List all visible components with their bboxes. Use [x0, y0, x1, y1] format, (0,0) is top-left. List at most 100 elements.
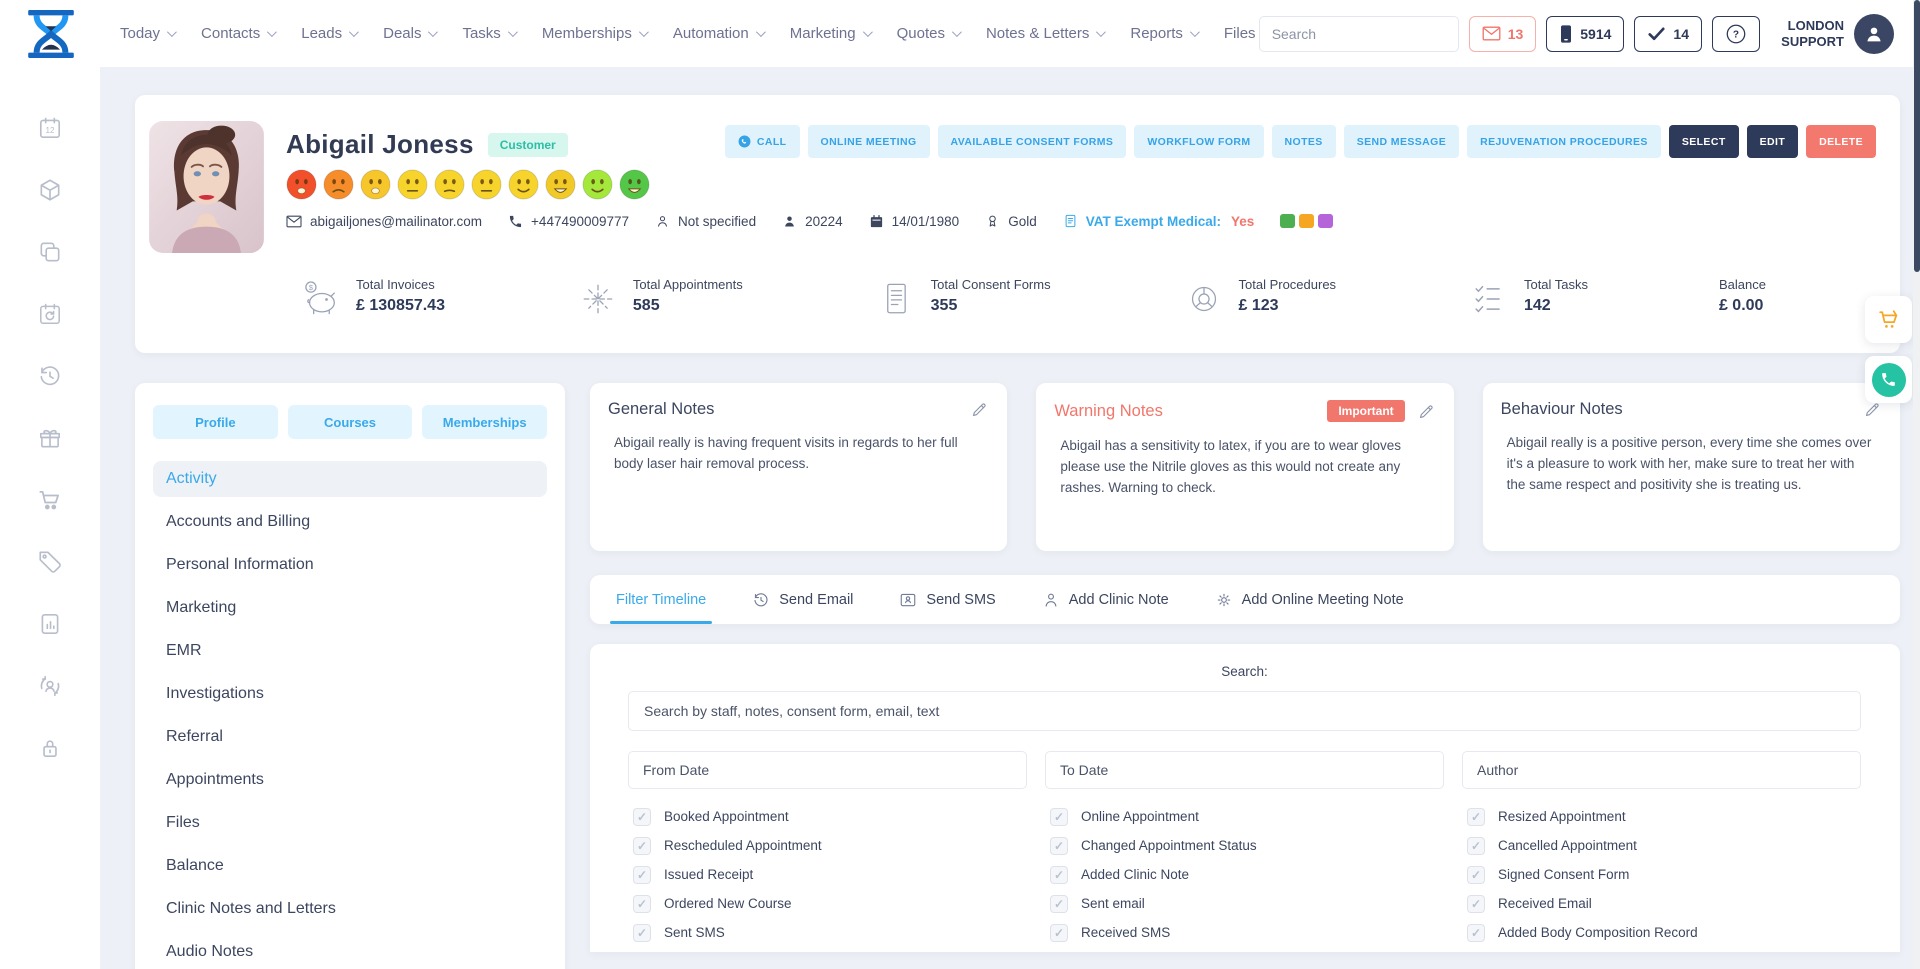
- checkbox-checked-icon[interactable]: [633, 807, 651, 826]
- menu-item[interactable]: Activity: [153, 461, 547, 497]
- calendar-icon[interactable]: 12: [37, 115, 63, 141]
- copy-icon[interactable]: [37, 239, 63, 265]
- sms-badge[interactable]: 5914: [1546, 15, 1625, 52]
- send-message-button[interactable]: SEND MESSAGE: [1343, 125, 1460, 158]
- tag-swatch-green[interactable]: [1280, 214, 1296, 228]
- cart-icon[interactable]: [37, 487, 63, 513]
- lock-icon[interactable]: [37, 735, 63, 761]
- nav-item[interactable]: Memberships: [542, 25, 649, 42]
- floating-cart-button[interactable]: [1865, 296, 1912, 343]
- filter-checkbox-item[interactable]: Issued Receipt: [628, 865, 1027, 884]
- call-button[interactable]: CALL: [724, 125, 800, 158]
- customer-phone[interactable]: +447490009777: [508, 214, 629, 229]
- tag-swatch-purple[interactable]: [1318, 214, 1334, 228]
- customer-photo[interactable]: [149, 121, 264, 253]
- nav-item[interactable]: Contacts: [201, 25, 278, 42]
- available-consent-forms-button[interactable]: AVAILABLE CONSENT FORMS: [937, 125, 1127, 158]
- checkbox-checked-icon[interactable]: [633, 894, 651, 913]
- to-date-input[interactable]: [1045, 751, 1444, 789]
- filter-checkbox-item[interactable]: Added Body Composition Record: [1462, 923, 1861, 942]
- page-scrollbar[interactable]: [1913, 0, 1920, 969]
- checkbox-checked-icon[interactable]: [1050, 807, 1068, 826]
- mood-face-icon[interactable]: [360, 169, 391, 200]
- price-tag-icon[interactable]: [37, 549, 63, 575]
- customer-email[interactable]: abigailjones@mailinator.com: [286, 214, 482, 229]
- filter-checkbox-item[interactable]: Received SMS: [1045, 923, 1444, 942]
- messages-badge[interactable]: 13: [1468, 15, 1537, 52]
- filter-checkbox-item[interactable]: Sent email: [1045, 894, 1444, 913]
- report-document-icon[interactable]: [37, 611, 63, 637]
- checkbox-checked-icon[interactable]: [1467, 807, 1485, 826]
- checkbox-checked-icon[interactable]: [1467, 894, 1485, 913]
- menu-item[interactable]: Marketing: [166, 599, 237, 616]
- tab-add-online-meeting-note[interactable]: Add Online Meeting Note: [1215, 575, 1404, 624]
- floating-call-button[interactable]: [1865, 356, 1912, 403]
- nav-item[interactable]: Deals: [383, 25, 439, 42]
- mood-face-icon[interactable]: [471, 169, 502, 200]
- checkbox-checked-icon[interactable]: [1050, 923, 1068, 942]
- edit-button[interactable]: EDIT: [1746, 125, 1799, 158]
- menu-item[interactable]: Appointments: [166, 771, 264, 788]
- help-button[interactable]: ?: [1712, 15, 1760, 52]
- checkbox-checked-icon[interactable]: [633, 923, 651, 942]
- scrollbar-thumb[interactable]: [1913, 0, 1920, 272]
- gift-icon[interactable]: [37, 425, 63, 451]
- nav-item[interactable]: Automation: [673, 25, 766, 42]
- tasks-badge[interactable]: 14: [1634, 15, 1702, 52]
- tag-swatch-orange[interactable]: [1299, 214, 1315, 228]
- nav-item[interactable]: Marketing: [790, 25, 873, 42]
- checkbox-checked-icon[interactable]: [1050, 894, 1068, 913]
- checkbox-checked-icon[interactable]: [1467, 923, 1485, 942]
- menu-item[interactable]: Accounts and Billing: [166, 513, 311, 530]
- tab-profile[interactable]: Profile: [153, 405, 278, 439]
- menu-item[interactable]: Files: [166, 814, 200, 831]
- filter-checkbox-item[interactable]: Cancelled Appointment: [1462, 836, 1861, 855]
- filter-checkbox-item[interactable]: Online Appointment: [1045, 807, 1444, 826]
- user-avatar[interactable]: [1854, 13, 1894, 54]
- nav-item[interactable]: Reports: [1130, 25, 1200, 42]
- nav-item[interactable]: Quotes: [897, 25, 962, 42]
- mood-face-icon[interactable]: [286, 169, 317, 200]
- filter-checkbox-item[interactable]: Rescheduled Appointment: [628, 836, 1027, 855]
- mood-face-icon[interactable]: [582, 169, 613, 200]
- filter-checkbox-item[interactable]: Added Clinic Note: [1045, 865, 1444, 884]
- mood-face-icon[interactable]: [545, 169, 576, 200]
- select-button[interactable]: SELECT: [1668, 125, 1739, 158]
- mood-face-icon[interactable]: [397, 169, 428, 200]
- menu-item[interactable]: Balance: [166, 857, 224, 874]
- mood-face-icon[interactable]: [434, 169, 465, 200]
- nav-item[interactable]: Tasks: [462, 25, 518, 42]
- filter-checkbox-item[interactable]: Changed Appointment Status: [1045, 836, 1444, 855]
- filter-checkbox-item[interactable]: Received Email: [1462, 894, 1861, 913]
- online-meeting-button[interactable]: ONLINE MEETING: [807, 125, 930, 158]
- mood-face-icon[interactable]: [323, 169, 354, 200]
- checkbox-checked-icon[interactable]: [633, 865, 651, 884]
- tab-send-sms[interactable]: Send SMS: [899, 575, 996, 624]
- calendar-sync-icon[interactable]: [37, 301, 63, 327]
- timeline-search-input[interactable]: [628, 691, 1861, 731]
- edit-pencil-icon[interactable]: [970, 400, 989, 419]
- tab-courses[interactable]: Courses: [287, 405, 413, 439]
- person-sync-icon[interactable]: [37, 673, 63, 699]
- edit-pencil-icon[interactable]: [1417, 402, 1436, 421]
- history-icon[interactable]: [37, 363, 63, 389]
- checkbox-checked-icon[interactable]: [1467, 836, 1485, 855]
- menu-item[interactable]: EMR: [166, 642, 202, 659]
- global-search[interactable]: [1258, 15, 1459, 52]
- tab-add-clinic-note[interactable]: Add Clinic Note: [1042, 575, 1169, 624]
- nav-item[interactable]: Notes & Letters: [986, 25, 1107, 42]
- tab-filter-timeline[interactable]: Filter Timeline: [609, 575, 713, 624]
- edit-pencil-icon[interactable]: [1863, 400, 1882, 419]
- search-input[interactable]: [1259, 25, 1458, 42]
- checkbox-checked-icon[interactable]: [1467, 865, 1485, 884]
- filter-checkbox-item[interactable]: Ordered New Course: [628, 894, 1027, 913]
- menu-item[interactable]: Audio Notes: [166, 943, 254, 960]
- rejuvenation-procedures-button[interactable]: REJUVENATION PROCEDURES: [1467, 125, 1661, 158]
- tab-memberships[interactable]: Memberships: [422, 405, 548, 439]
- delete-button[interactable]: DELETE: [1806, 125, 1876, 158]
- notes-button[interactable]: NOTES: [1271, 125, 1336, 158]
- package-icon[interactable]: [37, 177, 63, 203]
- menu-item[interactable]: Investigations: [166, 685, 264, 702]
- author-input[interactable]: [1462, 751, 1861, 789]
- checkbox-checked-icon[interactable]: [1050, 836, 1068, 855]
